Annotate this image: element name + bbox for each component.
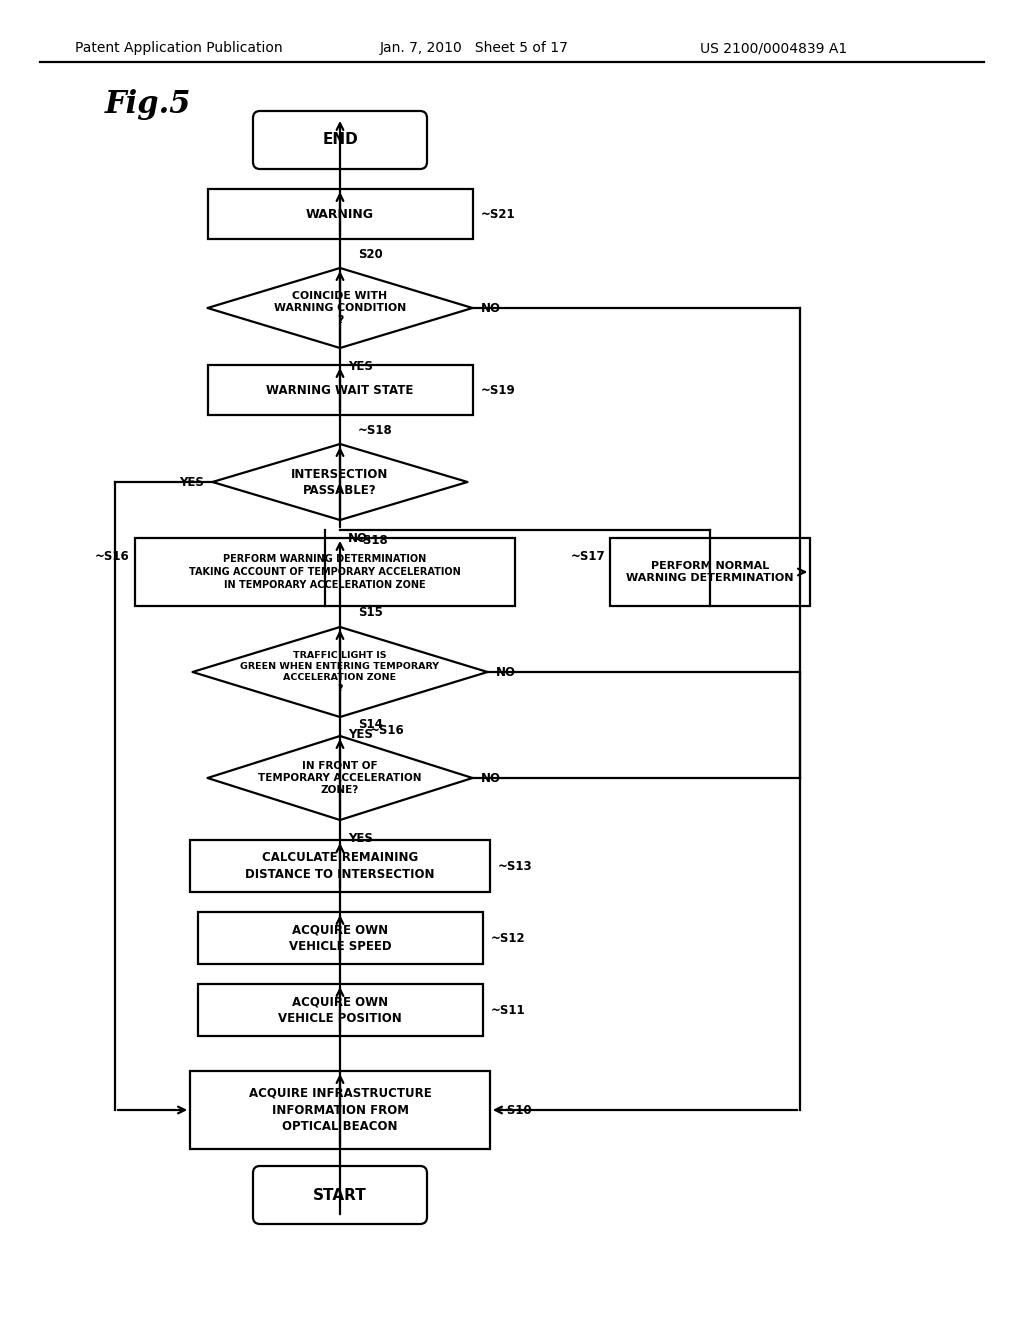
Text: US 2100/0004839 A1: US 2100/0004839 A1 [700,41,847,55]
FancyBboxPatch shape [253,111,427,169]
Text: YES: YES [179,475,205,488]
Text: Patent Application Publication: Patent Application Publication [75,41,283,55]
Text: ~S16: ~S16 [370,725,404,738]
Text: ~S13: ~S13 [498,859,532,873]
Text: WARNING: WARNING [306,207,374,220]
Text: CALCULATE REMAINING
DISTANCE TO INTERSECTION: CALCULATE REMAINING DISTANCE TO INTERSEC… [246,851,435,880]
Polygon shape [193,627,487,717]
Text: S20: S20 [358,248,383,260]
Text: YES: YES [348,832,373,845]
Text: START: START [313,1188,367,1203]
FancyBboxPatch shape [253,1166,427,1224]
Bar [208,366,472,414]
Text: ~S18: ~S18 [358,424,393,437]
Polygon shape [213,444,468,520]
Text: NO: NO [496,665,515,678]
Text: ~S11: ~S11 [490,1003,525,1016]
Bar [190,840,490,892]
Text: INTERSECTION
PASSABLE?: INTERSECTION PASSABLE? [291,467,389,496]
Text: IN FRONT OF
TEMPORARY ACCELERATION
ZONE?: IN FRONT OF TEMPORARY ACCELERATION ZONE? [258,760,422,796]
Text: ACQUIRE OWN
VEHICLE SPEED: ACQUIRE OWN VEHICLE SPEED [289,923,391,953]
Text: Fig.5: Fig.5 [105,90,191,120]
Text: WARNING WAIT STATE: WARNING WAIT STATE [266,384,414,396]
Bar [198,912,482,964]
Text: ~S18: ~S18 [354,533,389,546]
Bar [198,983,482,1036]
Text: TRAFFIC LIGHT IS
GREEN WHEN ENTERING TEMPORARY
ACCELERATION ZONE
?: TRAFFIC LIGHT IS GREEN WHEN ENTERING TEM… [241,651,439,693]
Text: ~S17: ~S17 [570,549,605,562]
Text: ACQUIRE INFRASTRUCTURE
INFORMATION FROM
OPTICAL BEACON: ACQUIRE INFRASTRUCTURE INFORMATION FROM … [249,1086,431,1133]
Text: ~S19: ~S19 [480,384,515,396]
Bar [135,539,515,606]
Text: S15: S15 [358,606,383,619]
Text: ~S10: ~S10 [498,1104,532,1117]
Text: ACQUIRE OWN
VEHICLE POSITION: ACQUIRE OWN VEHICLE POSITION [279,995,401,1024]
Text: ~S16: ~S16 [95,549,130,562]
Text: NO: NO [480,771,501,784]
Text: NO: NO [348,532,368,544]
Bar [190,1071,490,1148]
Text: PERFORM WARNING DETERMINATION
TAKING ACCOUNT OF TEMPORARY ACCELERATION
IN TEMPOR: PERFORM WARNING DETERMINATION TAKING ACC… [189,554,461,590]
Text: COINCIDE WITH
WARNING CONDITION
?: COINCIDE WITH WARNING CONDITION ? [273,290,407,326]
Text: Jan. 7, 2010   Sheet 5 of 17: Jan. 7, 2010 Sheet 5 of 17 [380,41,569,55]
Bar [610,539,810,606]
Text: NO: NO [480,301,501,314]
Text: PERFORM NORMAL
WARNING DETERMINATION: PERFORM NORMAL WARNING DETERMINATION [627,561,794,583]
Polygon shape [208,268,472,348]
Text: ~S21: ~S21 [480,207,515,220]
Polygon shape [208,737,472,820]
Text: S14: S14 [358,718,383,730]
Text: END: END [323,132,357,148]
Bar [208,189,472,239]
Text: YES: YES [348,729,373,742]
Text: YES: YES [348,359,373,372]
Text: ~S12: ~S12 [490,932,525,945]
